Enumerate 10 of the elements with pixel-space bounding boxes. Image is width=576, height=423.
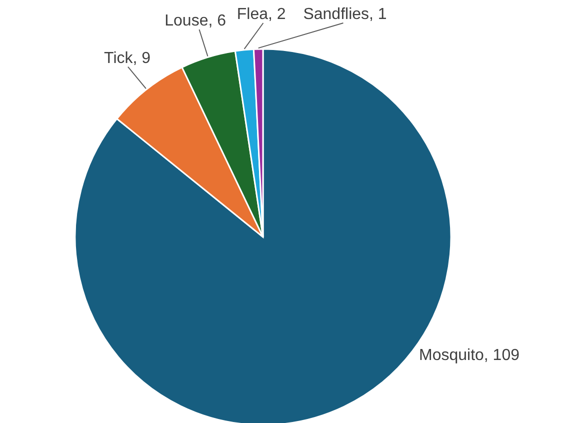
data-label: , 2	[268, 6, 286, 23]
slice-label: Flea	[236, 6, 268, 23]
data-label: , 6	[208, 12, 226, 30]
slice-label: Louse	[164, 12, 208, 30]
slice-label: Tick	[104, 50, 134, 67]
slice-label: Sandflies	[303, 6, 370, 23]
slice-label: Mosquito	[418, 347, 484, 364]
data-label: , 1	[369, 6, 387, 23]
data-label: , 9	[132, 50, 151, 67]
data-label: , 109	[484, 347, 520, 364]
